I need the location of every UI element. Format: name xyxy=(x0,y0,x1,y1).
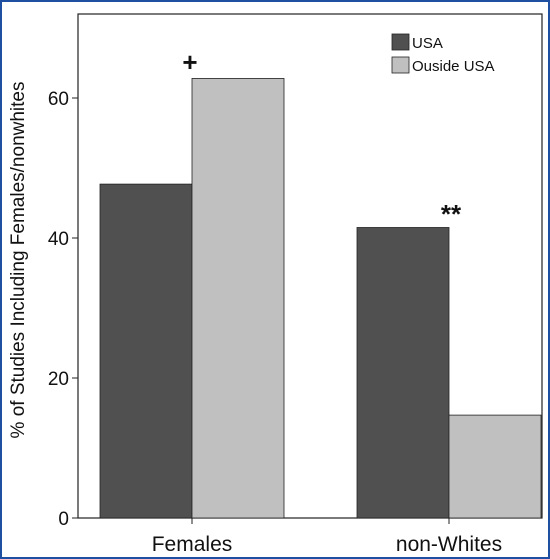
bar-females-usa xyxy=(99,183,193,519)
x-category-label: Females xyxy=(152,533,233,556)
x-category-label: non-Whites xyxy=(396,533,502,556)
y-tick-label: 60 xyxy=(48,89,69,110)
legend-swatch-usa xyxy=(391,33,410,51)
plot-border xyxy=(77,13,543,519)
bar-non-whites-usa xyxy=(356,227,450,519)
bars xyxy=(99,78,542,519)
significance-annotation-females: + xyxy=(182,47,197,77)
significance-annotation-nonwhites: ** xyxy=(441,199,462,229)
y-tick-label: 0 xyxy=(58,509,69,530)
plot-area xyxy=(77,13,543,519)
legend: USA Ouside USA xyxy=(391,33,495,75)
bar-females-ouside-usa xyxy=(191,78,285,519)
x-axis: Females non-Whites xyxy=(152,518,502,556)
legend-label-outside-usa: Ouside USA xyxy=(412,58,495,75)
legend-swatch-outside-usa xyxy=(391,56,410,74)
y-tick-label: 20 xyxy=(48,369,69,390)
y-tick-label: 40 xyxy=(48,229,69,250)
bar-non-whites-ouside-usa xyxy=(448,414,542,519)
y-axis-label: % of Studies Including Females/nonwhites xyxy=(8,82,29,439)
legend-label-usa: USA xyxy=(412,35,443,52)
y-axis: 0 20 40 60 xyxy=(48,89,78,530)
